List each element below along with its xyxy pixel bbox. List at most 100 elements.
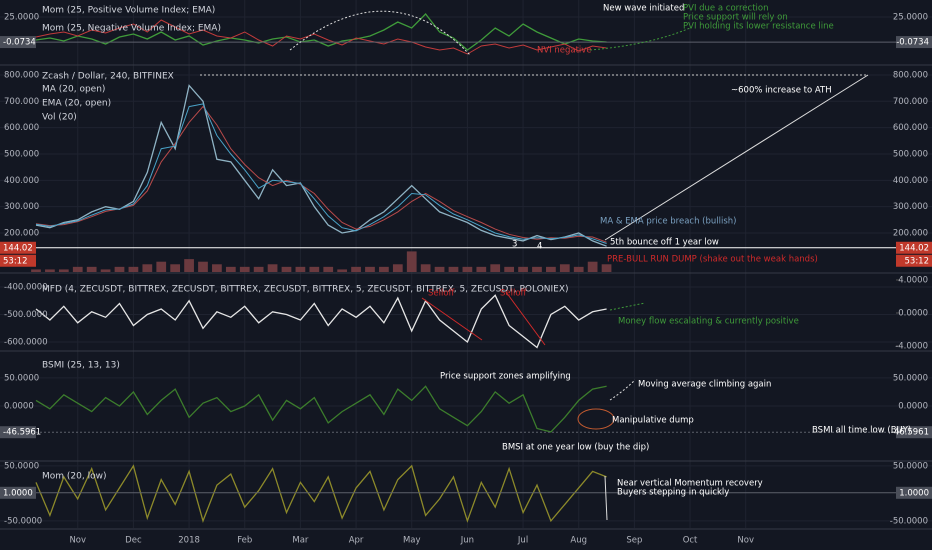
x-tick-label: Feb (237, 536, 252, 546)
series-line (35, 13, 607, 51)
y2-tick-label: -4.0000 (895, 342, 928, 352)
countdown-box (0, 254, 36, 267)
selloff-arrows (421, 291, 546, 346)
volume-bar (601, 264, 612, 272)
x-tick-label: Jun (460, 536, 474, 546)
legend-entry: MFD (4, ZECUSDT, BITTREX, ZECUSDT, BITTR… (42, 285, 569, 295)
volume-bar (170, 264, 181, 272)
y-tick-label-right: 300.000 (893, 202, 928, 212)
volume-bar (267, 264, 278, 272)
annotation: New wave initiated (603, 4, 684, 14)
legend-entry: Mom (25, Positive Volume Index; EMA) (42, 6, 215, 16)
legend-entry: MA (20, open) (42, 85, 105, 95)
series-line (35, 105, 607, 243)
y-tick-label-left: 50.0000 (4, 373, 39, 383)
volume-bar (406, 251, 417, 272)
volume-bar (239, 266, 250, 272)
y-tick-label-right: 700.000 (893, 97, 928, 107)
y-tick-label-right: 500.000 (893, 149, 928, 159)
y-tick-label-left: 200.000 (4, 229, 39, 239)
y-tick-label-right: 400.000 (893, 176, 928, 186)
volume-bar (295, 266, 306, 272)
volume-bar (351, 266, 361, 272)
series-line (35, 294, 607, 349)
x-tick-label: Jul (517, 536, 528, 546)
volume-bar (100, 269, 111, 272)
volume-bar (309, 266, 320, 272)
annotation: MA & EMA price breach (bullish) (600, 217, 736, 227)
y-tick-label-left: 400.000 (4, 176, 39, 186)
marks (31, 13, 896, 523)
y-tick-label-right: 50.0000 (893, 373, 928, 383)
annotation: Moving average climbing again (638, 380, 771, 390)
volume-bar (573, 266, 584, 272)
y-tick-label-left: 50.0000 (4, 461, 39, 471)
annotation: Selloff (428, 289, 456, 299)
y-tick-label-left: -600.0000 (4, 338, 48, 348)
annotation: Manipulative dump (612, 416, 694, 426)
annotation: Price support will rely on (683, 13, 788, 23)
x-tick-label: Dec (125, 536, 142, 546)
x-tick-label: Nov (69, 536, 86, 546)
last-value-label: 144.02 (899, 243, 929, 253)
y-tick-label-right: 800.000 (893, 70, 928, 80)
annotation: Price support zones amplifying (440, 372, 571, 382)
annotation: PVI due a correction (683, 4, 769, 14)
annotation: Money flow escalating & currently positi… (618, 317, 799, 327)
legend-entry: EMA (20, open) (42, 99, 111, 109)
y-tick-label-right: -50.0000 (890, 516, 928, 526)
x-tick-label: Apr (349, 536, 364, 546)
annotation: 3 (512, 240, 517, 250)
volume-bar (114, 266, 125, 272)
bsmi-projection (609, 379, 636, 401)
x-tick-label: 2018 (178, 536, 200, 546)
last-value-box (0, 241, 36, 254)
y-tick-label-left: 300.000 (4, 202, 39, 212)
annotation: ~600% increase to ATH (731, 86, 832, 96)
y2-tick-label: 0.0000 (898, 309, 928, 319)
legend-entry: Mom (20, low) (42, 472, 106, 482)
volume-bar (337, 269, 348, 272)
volume-bar (156, 261, 167, 272)
annotation: Buyers stepping in quickly (617, 488, 729, 498)
volume-bar (518, 266, 528, 272)
x-tick-label: Aug (570, 536, 587, 546)
y2-tick-label: 4.0000 (898, 275, 928, 285)
volume-bar (587, 261, 598, 272)
volume-bar (559, 264, 570, 272)
legend-entry: Zcash / Dollar, 240, BITFINEX (42, 72, 174, 82)
x-tick-label: Mar (292, 536, 309, 546)
volume-bar (434, 266, 445, 272)
volume-bar (476, 266, 487, 272)
x-tick-label: Oct (683, 536, 698, 546)
volume-bar (225, 266, 236, 272)
y-tick-label-left: -400.0000 (4, 283, 48, 293)
volume-bar (142, 264, 153, 272)
last-value-label: -0.0734 (896, 38, 929, 48)
last-value-label: -0.0734 (3, 38, 36, 48)
volume-bar (448, 266, 459, 272)
volume-bar (392, 264, 403, 272)
series-line (35, 19, 607, 55)
x-tick-label: Nov (737, 536, 754, 546)
legend-entry: Vol (20) (42, 113, 77, 123)
y-tick-label-left: 500.000 (4, 149, 39, 159)
countdown-label: 53:12 (905, 256, 930, 266)
volume-bar (323, 266, 334, 272)
volume-bar (379, 266, 389, 272)
mfd-projection (609, 302, 646, 311)
y-tick-label-right: 0.0000 (898, 402, 928, 412)
volume-bar (490, 264, 501, 272)
last-value-label: 1.0000 (3, 488, 33, 498)
series-line (35, 84, 607, 247)
last-value-box (896, 486, 932, 499)
y-tick-label-right: 600.000 (893, 123, 928, 133)
volume-bar (45, 269, 55, 272)
y-tick-label-left: 700.000 (4, 97, 39, 107)
annotation: PVI holding its lower resistance line (683, 22, 834, 32)
volume-bar (532, 266, 542, 272)
last-value-label: 144.02 (3, 243, 33, 253)
pvi-projection (589, 27, 691, 51)
series-line (35, 103, 607, 244)
